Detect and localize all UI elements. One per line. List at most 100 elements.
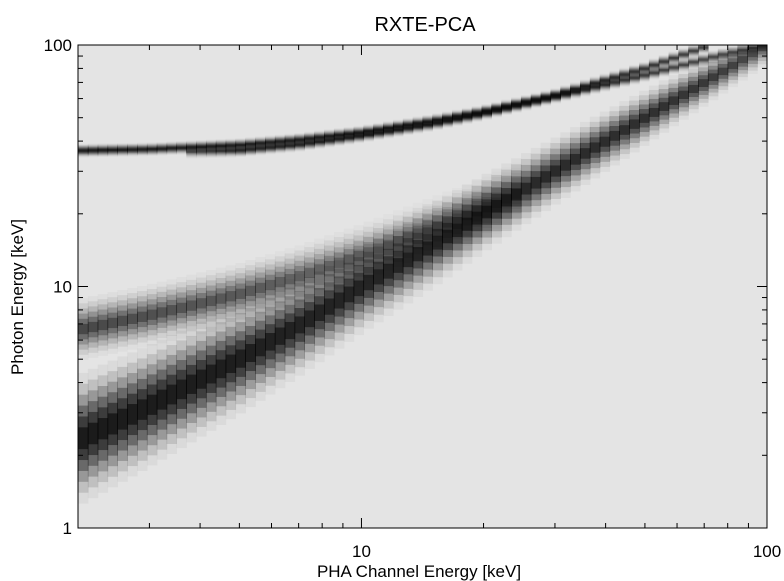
ridge-cell <box>432 122 443 125</box>
ridge-cell <box>570 137 581 181</box>
ridge-cell <box>333 257 345 268</box>
ridge-cell <box>373 238 384 315</box>
ridge-cell <box>304 268 315 369</box>
ridge-cell <box>314 264 325 275</box>
ridge-cell <box>432 214 443 271</box>
ridge-cell <box>511 188 522 199</box>
ridge-cell <box>353 133 365 140</box>
ridge-cell <box>235 145 246 155</box>
ridge-cell <box>639 99 650 137</box>
ridge-cell <box>442 117 453 120</box>
ridge-cell <box>432 117 443 129</box>
ridge-cell <box>688 57 699 67</box>
ridge-cell <box>363 130 374 133</box>
ridge-cell <box>245 143 256 146</box>
ridge-cell <box>471 198 483 238</box>
ridge-cell <box>491 105 502 113</box>
ridge-cell <box>540 171 552 183</box>
ridge-cell <box>314 136 325 148</box>
ridge-cell <box>245 143 256 156</box>
ridge-cell <box>520 176 532 201</box>
ridge-cell <box>461 113 473 121</box>
ridge-cell <box>698 46 709 49</box>
ridge-cell <box>639 65 650 73</box>
ridge-cell <box>491 199 502 213</box>
ridge-cell <box>127 148 138 151</box>
ridge-cell <box>491 103 502 115</box>
ridge-cell <box>146 145 158 153</box>
ridge-cell <box>205 144 217 149</box>
ridge-cell <box>757 45 767 55</box>
ridge-cell <box>501 182 512 214</box>
ridge-cell <box>589 82 601 85</box>
ridge-cell <box>156 296 168 328</box>
ridge-cell <box>304 277 315 361</box>
ridge-cell <box>520 170 532 207</box>
ridge-cell <box>146 146 158 152</box>
ridge-cell <box>314 259 325 280</box>
ridge-cell <box>589 81 601 93</box>
ridge-cell <box>235 278 246 310</box>
ridge-cell <box>146 294 158 336</box>
ridge-cell <box>284 263 296 295</box>
ridge-cell <box>343 249 355 270</box>
ridge-cell <box>511 101 522 107</box>
ridge-cell <box>245 280 256 302</box>
ridge-cell <box>639 63 650 75</box>
ridge-cell <box>757 45 767 50</box>
ridge-cell <box>304 136 315 141</box>
ridge-cell <box>668 92 680 110</box>
ridge-cell <box>363 247 374 258</box>
ridge-cell <box>511 170 522 219</box>
ridge-cell <box>560 159 571 171</box>
ridge-cell <box>304 142 315 145</box>
ridge-cell <box>481 202 492 213</box>
ridge-cell <box>314 135 325 140</box>
ridge-cell <box>294 136 305 144</box>
ridge-cell <box>304 252 315 294</box>
ridge-cell <box>540 97 552 101</box>
ridge-cell <box>501 106 512 111</box>
ridge-cell <box>324 138 335 143</box>
ridge-cell <box>373 261 384 293</box>
ridge-cell <box>698 71 709 95</box>
ridge-cell <box>452 203 463 235</box>
ridge-cell <box>412 125 424 128</box>
ridge-cell <box>629 119 640 129</box>
ridge-cell <box>343 136 355 139</box>
ridge-cell <box>570 85 581 93</box>
ridge-cell <box>688 68 699 110</box>
ridge-cell <box>402 232 414 243</box>
ridge-cell <box>255 267 266 309</box>
ridge-cell <box>333 134 345 144</box>
ridge-cell <box>373 228 384 270</box>
ridge-cell <box>648 68 660 78</box>
ridge-cell <box>343 233 355 286</box>
ridge-cell <box>560 89 571 95</box>
ridge-cell <box>412 121 424 133</box>
ridge-cell <box>442 118 453 124</box>
ridge-cell <box>491 187 502 225</box>
ridge-cell <box>678 78 689 112</box>
ridge-cell <box>343 254 355 265</box>
ridge-cell <box>196 145 207 149</box>
ridge-cell <box>599 116 611 167</box>
ridge-cell <box>412 118 424 128</box>
ridge-cell <box>452 198 463 240</box>
ridge-cell <box>127 303 138 335</box>
ridge-cell <box>225 144 237 147</box>
ridge-cell <box>668 53 680 63</box>
ridge-cell <box>422 241 433 256</box>
ridge-cell <box>255 272 266 304</box>
ridge-cell <box>343 131 355 137</box>
ridge-cell <box>658 67 670 73</box>
ridge-cell <box>392 128 404 132</box>
ridge-cell <box>688 58 699 66</box>
ridge-cell <box>383 130 394 133</box>
ridge-cell <box>196 149 207 154</box>
ridge-cell <box>511 100 522 108</box>
ridge-cell <box>353 230 365 282</box>
ridge-cell <box>698 58 709 61</box>
ridge-cell <box>599 136 611 147</box>
ridge-cell <box>215 144 227 148</box>
